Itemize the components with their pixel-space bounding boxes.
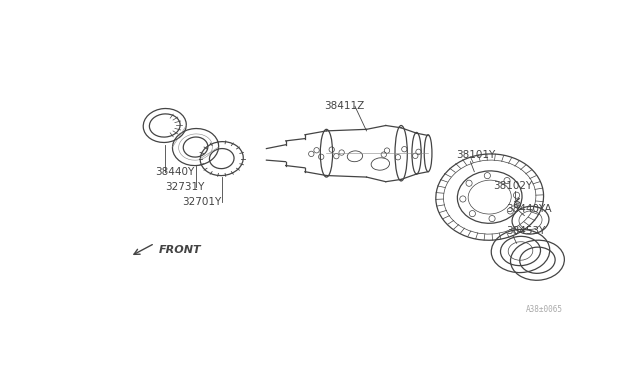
Text: 38440Y: 38440Y [155,167,194,177]
Text: 38411Z: 38411Z [324,101,364,111]
Text: 38440YA: 38440YA [506,203,552,214]
Text: FRONT: FRONT [159,245,201,255]
Text: 38453Y: 38453Y [506,226,545,236]
Text: A38±0065: A38±0065 [526,305,563,314]
Text: 32701Y: 32701Y [182,198,221,208]
Text: 38102Y: 38102Y [493,180,532,190]
Text: 32731Y: 32731Y [164,182,204,192]
Text: 38101Y: 38101Y [456,150,496,160]
